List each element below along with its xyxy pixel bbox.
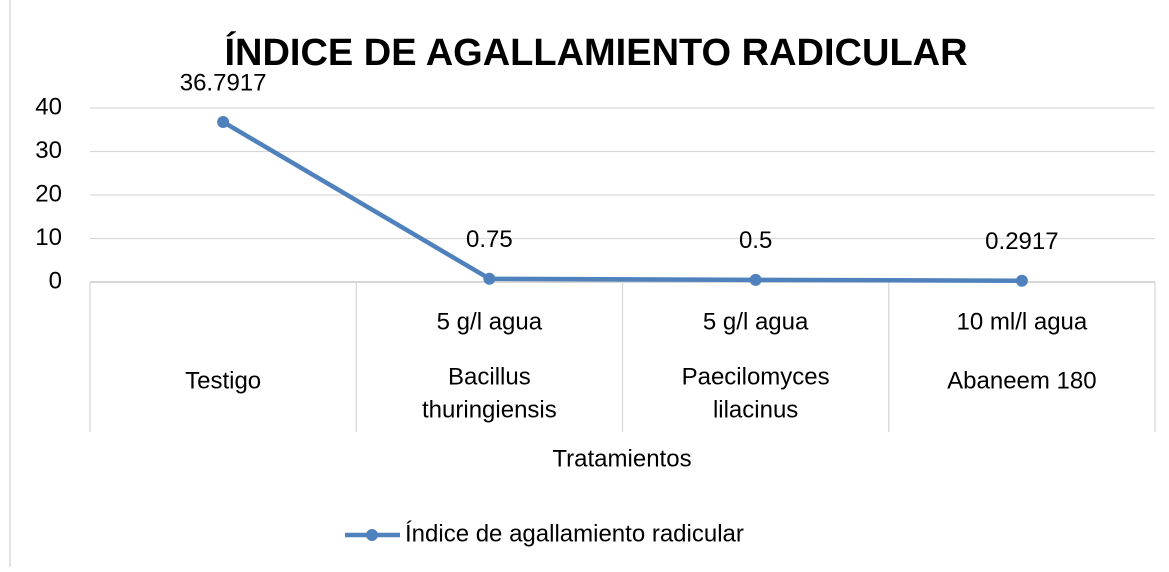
x-tick-label: Bacillus bbox=[448, 363, 531, 390]
x-subcategory-label: 10 ml/l agua bbox=[957, 308, 1088, 335]
x-tick-label: Testigo bbox=[185, 367, 261, 394]
y-tick-label: 0 bbox=[49, 267, 62, 294]
y-tick-label: 30 bbox=[35, 137, 62, 164]
series-line bbox=[221, 120, 1022, 283]
data-label: 0.75 bbox=[466, 226, 513, 253]
data-point bbox=[217, 115, 230, 128]
x-tick-label: lilacinus bbox=[713, 396, 798, 423]
data-point bbox=[483, 272, 496, 285]
legend-marker bbox=[366, 529, 378, 541]
x-tick-label: Paecilomyces bbox=[682, 363, 830, 390]
x-subcategory-label: 5 g/l agua bbox=[703, 308, 809, 335]
y-tick-label: 10 bbox=[35, 224, 62, 251]
data-label: 0.2917 bbox=[985, 228, 1058, 255]
data-label: 0.5 bbox=[739, 227, 772, 254]
chart-title: ÍNDICE DE AGALLAMIENTO RADICULAR bbox=[224, 30, 967, 74]
x-tick-label: Abaneem 180 bbox=[947, 367, 1096, 394]
data-label: 36.7917 bbox=[180, 69, 267, 96]
y-tick-label: 20 bbox=[35, 180, 62, 207]
x-subcategory-label: 5 g/l agua bbox=[437, 308, 543, 335]
y-tick-label: 40 bbox=[35, 93, 62, 120]
data-point bbox=[749, 273, 762, 286]
data-point bbox=[1015, 274, 1028, 287]
x-tick-label: thuringiensis bbox=[422, 396, 557, 423]
x-axis-title: Tratamientos bbox=[552, 445, 691, 472]
legend-label: Índice de agallamiento radicular bbox=[405, 520, 744, 547]
